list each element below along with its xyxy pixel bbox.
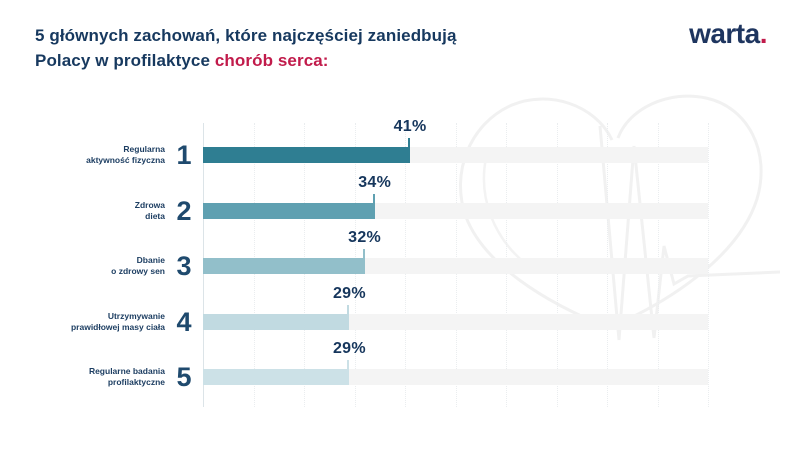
- rank-number: 3: [176, 251, 192, 281]
- value-label: 34%: [358, 174, 392, 191]
- bar: [203, 314, 350, 330]
- title-line2: Polacy w profilaktyce: [35, 50, 215, 70]
- category-line2: prawidłowej masy ciała: [70, 322, 165, 333]
- rank-number: 2: [176, 196, 192, 226]
- title-line1: 5 głównych zachowań, które najczęściej z…: [35, 26, 457, 45]
- category-label: Utrzymywanie prawidłowej masy ciała: [35, 311, 165, 333]
- logo-text: warta: [689, 18, 760, 49]
- category-line1: Regularne badania: [88, 366, 165, 376]
- value-tick: [347, 360, 350, 369]
- rank-number: 4: [176, 307, 192, 337]
- category-line2: o zdrowy sen: [111, 266, 165, 277]
- bar: [203, 147, 411, 163]
- value-label: 32%: [348, 229, 382, 246]
- category-line1: Zdrowa: [134, 200, 165, 210]
- value-tick: [347, 305, 350, 314]
- category-line2: dieta: [145, 211, 165, 222]
- category-label: Regularna aktywność fizyczna: [35, 144, 165, 166]
- category-line2: aktywność fizyczna: [86, 155, 165, 166]
- value-label: 29%: [332, 340, 366, 357]
- page-title: 5 głównych zachowań, które najczęściej z…: [35, 24, 457, 73]
- value-label: 41%: [393, 118, 427, 135]
- logo-dot: .: [759, 18, 768, 49]
- value-label: 29%: [332, 285, 366, 302]
- category-line2: profilaktyczne: [107, 377, 165, 388]
- gridline: [708, 123, 709, 407]
- rank-number: 1: [176, 140, 192, 170]
- value-tick: [362, 249, 365, 258]
- category-line1: Regularna: [123, 144, 165, 154]
- category-label: Dbanie o zdrowy sen: [35, 255, 165, 277]
- bar: [203, 369, 350, 385]
- category-label: Zdrowa dieta: [35, 200, 165, 222]
- value-tick: [372, 194, 375, 203]
- bar: [203, 258, 365, 274]
- rank-number: 5: [176, 362, 192, 392]
- bar: [203, 203, 375, 219]
- value-tick: [408, 138, 411, 147]
- title-highlight: chorób serca:: [214, 50, 329, 70]
- category-line1: Utrzymywanie: [107, 311, 165, 321]
- category-label: Regularne badania profilaktyczne: [35, 366, 165, 388]
- category-line1: Dbanie: [136, 255, 165, 265]
- warta-logo: warta.: [689, 18, 767, 50]
